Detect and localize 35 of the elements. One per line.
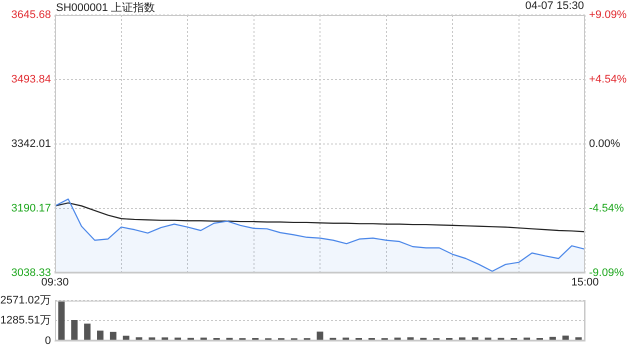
bar [394, 338, 401, 340]
y-tick-label: 2571.02万 [0, 294, 51, 307]
y-tick-label: 3038.33 [11, 266, 51, 279]
bar [71, 320, 78, 340]
y-tick-label: 3342.01 [11, 138, 51, 150]
bar [524, 338, 530, 340]
y2-tick-label: +4.54% [589, 74, 627, 86]
bar [472, 337, 478, 340]
y-tick-label: 3645.68 [11, 9, 51, 22]
bar [110, 332, 116, 340]
bar [575, 337, 582, 340]
bar [407, 337, 414, 340]
y-tick-label: 3190.17 [11, 202, 51, 214]
x-tick-label: 09:30 [41, 276, 69, 288]
bar [316, 332, 324, 340]
y2-tick-label: -9.09% [589, 266, 624, 279]
y-tick-label: 0 [44, 334, 51, 347]
bar [97, 330, 104, 340]
bar [84, 324, 91, 340]
bar [174, 338, 182, 340]
bar [562, 336, 569, 340]
chart-subtitle: 04-07 15:30 [525, 0, 584, 12]
bar [136, 337, 142, 340]
bar [122, 336, 130, 340]
chart-title: SH000001 上证指数 [56, 1, 156, 15]
x-tick-label: 15:00 [571, 276, 599, 288]
bar [484, 338, 492, 340]
bar [342, 338, 350, 340]
bar [200, 338, 207, 340]
y-tick-label: 1285.51万 [0, 314, 51, 327]
y2-tick-label: -4.54% [589, 202, 624, 214]
y2-tick-label: +9.09% [589, 9, 627, 22]
y2-tick-label: 0.00% [589, 138, 620, 150]
y-tick-label: 3493.84 [11, 73, 51, 86]
bar [58, 300, 65, 340]
